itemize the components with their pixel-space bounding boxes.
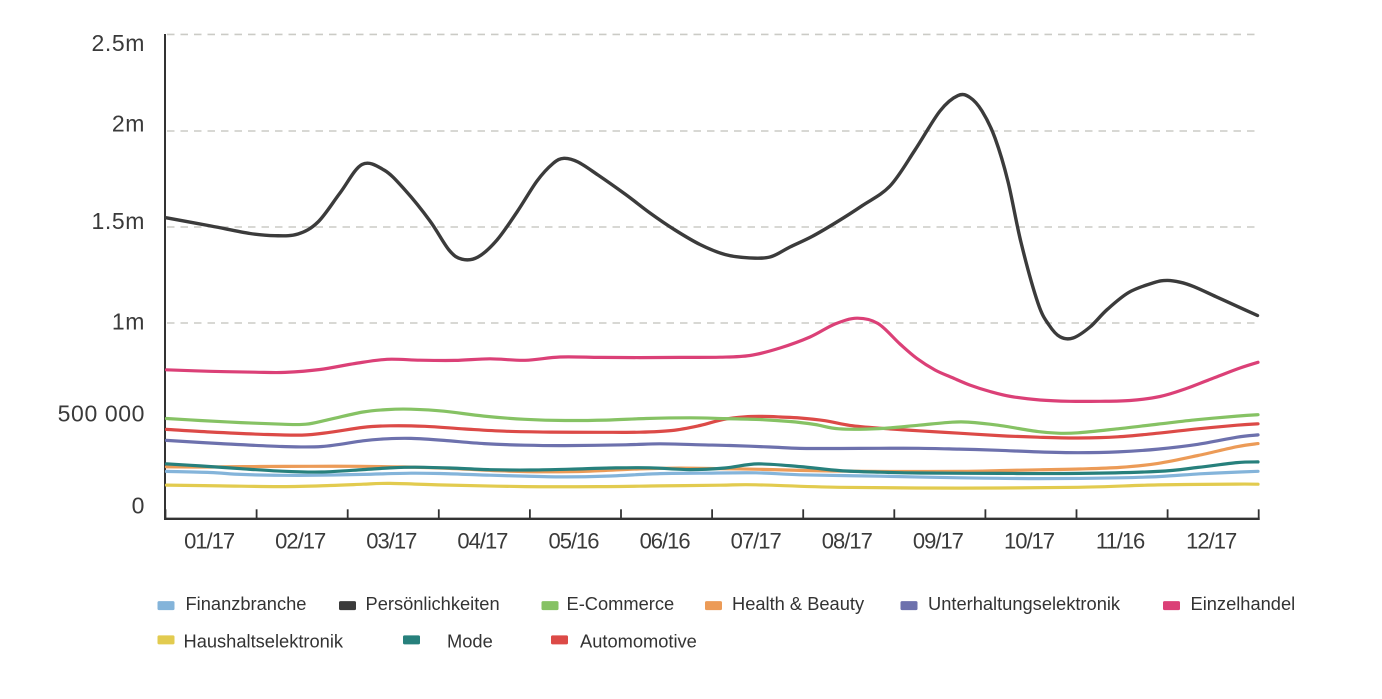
svg-text:Haushaltselektronik: Haushaltselektronik [184, 631, 344, 652]
svg-text:03/17: 03/17 [366, 529, 417, 554]
svg-text:Persönlichkeiten: Persönlichkeiten [366, 593, 500, 614]
svg-text:05/16: 05/16 [548, 529, 599, 554]
svg-text:08/17: 08/17 [822, 529, 873, 554]
svg-text:1m: 1m [112, 309, 145, 335]
svg-text:06/16: 06/16 [640, 529, 691, 554]
svg-text:02/17: 02/17 [275, 529, 326, 554]
svg-text:Automomotive: Automomotive [580, 631, 697, 652]
svg-text:2.5m: 2.5m [91, 30, 145, 56]
svg-text:07/17: 07/17 [731, 529, 782, 554]
svg-text:Mode: Mode [447, 631, 493, 652]
svg-text:04/17: 04/17 [457, 529, 508, 554]
svg-text:E-Commerce: E-Commerce [567, 593, 675, 614]
svg-text:12/17: 12/17 [1186, 529, 1237, 554]
svg-text:Unterhaltungselektronik: Unterhaltungselektronik [928, 593, 1121, 614]
svg-text:11/16: 11/16 [1096, 529, 1145, 554]
svg-text:500 000: 500 000 [58, 401, 145, 427]
svg-text:2m: 2m [112, 111, 145, 137]
svg-text:Health & Beauty: Health & Beauty [732, 593, 865, 614]
svg-text:Finanzbranche: Finanzbranche [186, 593, 307, 614]
svg-text:Einzelhandel: Einzelhandel [1191, 593, 1296, 614]
svg-text:10/17: 10/17 [1004, 529, 1055, 554]
svg-text:1.5m: 1.5m [91, 208, 145, 234]
svg-text:01/17: 01/17 [184, 529, 235, 554]
svg-text:09/17: 09/17 [913, 529, 964, 554]
svg-text:0: 0 [132, 492, 145, 518]
